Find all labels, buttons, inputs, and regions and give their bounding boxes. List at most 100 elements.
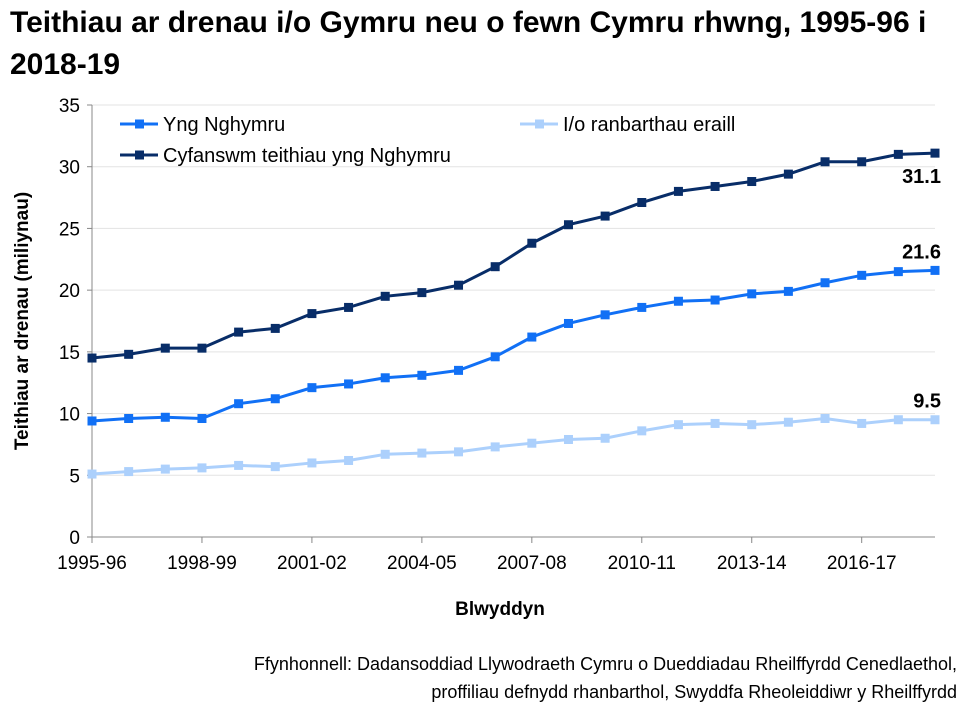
series-line — [91, 268, 936, 423]
data-point — [600, 211, 610, 221]
data-point — [527, 332, 537, 342]
data-point — [234, 327, 244, 337]
data-point — [747, 420, 757, 430]
x-tick-label: 2010-11 — [608, 553, 676, 574]
data-point — [783, 169, 793, 179]
y-tick-label: 5 — [69, 466, 80, 487]
data-point — [930, 265, 940, 275]
data-point — [344, 379, 354, 389]
data-point — [234, 460, 244, 470]
data-point — [344, 302, 354, 312]
x-axis-title: Blwyddyn — [455, 599, 545, 620]
y-tick-label: 0 — [69, 528, 80, 549]
legend-marker — [135, 119, 144, 129]
x-tick-label: 2001-02 — [277, 553, 347, 574]
legend-marker — [535, 119, 544, 129]
source-line-2: proffiliau defnydd rhanbarthol, Swyddfa … — [431, 682, 957, 702]
data-point — [857, 270, 867, 280]
data-point — [563, 318, 573, 328]
data-point — [87, 416, 97, 426]
data-point — [344, 455, 354, 465]
x-tick-label: 2004-05 — [387, 553, 457, 574]
data-point — [417, 448, 427, 458]
x-tick-label: 1998-99 — [167, 553, 237, 574]
data-point — [600, 310, 610, 320]
x-tick-label: 1995-96 — [57, 553, 127, 574]
data-point — [747, 289, 757, 299]
data-point — [160, 412, 170, 422]
x-tick-label: 2007-08 — [497, 553, 567, 574]
data-point — [637, 198, 647, 208]
series-line — [91, 416, 935, 476]
data-point — [454, 280, 464, 290]
data-point — [417, 288, 427, 298]
data-point — [490, 442, 500, 452]
data-point — [893, 149, 903, 159]
data-point — [160, 343, 170, 353]
data-label: 9.5 — [913, 391, 941, 413]
data-point — [600, 433, 610, 443]
y-axis-title: Teithiau ar drenau (miliynau) — [12, 192, 33, 450]
data-point — [710, 181, 720, 191]
data-point — [380, 373, 390, 383]
data-point — [747, 177, 757, 187]
data-point — [857, 418, 867, 428]
data-point — [563, 434, 573, 444]
legend-label: Cyfanswm teithiau yng Nghymru — [163, 145, 451, 167]
data-point — [637, 302, 647, 312]
data-point — [820, 157, 830, 167]
data-point — [380, 291, 390, 301]
y-tick-label: 35 — [59, 96, 80, 117]
data-point — [307, 383, 317, 393]
series-line — [91, 151, 936, 360]
data-point — [124, 467, 134, 477]
legend-label: Yng Nghymru — [163, 114, 285, 136]
data-point — [307, 458, 317, 468]
x-tick-label: 2016-17 — [827, 553, 897, 574]
data-label: 31.1 — [902, 166, 941, 188]
data-point — [124, 414, 134, 424]
data-point — [490, 352, 500, 362]
legend-label: I/o ranbarthau eraill — [563, 114, 735, 136]
y-tick-label: 15 — [59, 343, 80, 364]
chart-title: Teithiau ar drenau i/o Gymru neu o fewn … — [10, 6, 927, 81]
data-point — [87, 469, 97, 479]
data-point — [270, 394, 280, 404]
data-point — [893, 415, 903, 425]
data-point — [637, 426, 647, 436]
data-point — [527, 238, 537, 248]
data-point — [820, 278, 830, 288]
data-point — [673, 420, 683, 430]
data-label: 21.6 — [902, 241, 941, 263]
data-point — [930, 148, 940, 158]
data-point — [783, 286, 793, 296]
data-point — [124, 349, 134, 359]
data-point — [783, 417, 793, 427]
data-point — [563, 220, 573, 230]
data-point — [710, 295, 720, 305]
data-point — [307, 309, 317, 319]
data-point — [454, 365, 464, 375]
data-point — [197, 463, 207, 473]
data-point — [197, 414, 207, 424]
data-point — [270, 462, 280, 472]
data-point — [454, 447, 464, 457]
data-point — [527, 438, 537, 448]
data-point — [893, 267, 903, 277]
data-point — [417, 370, 427, 380]
data-point — [857, 157, 867, 167]
data-point — [930, 415, 940, 425]
y-tick-label: 30 — [59, 158, 80, 179]
data-point — [197, 343, 207, 353]
legend-marker — [135, 150, 144, 160]
data-point — [234, 399, 244, 409]
y-tick-label: 20 — [59, 281, 80, 302]
data-point — [710, 418, 720, 428]
data-point — [820, 414, 830, 424]
source-note: Ffynhonnell: Dadansoddiad Llywodraeth Cy… — [254, 650, 957, 706]
data-point — [673, 296, 683, 306]
data-point — [380, 449, 390, 459]
data-point — [160, 464, 170, 474]
source-line-1: Ffynhonnell: Dadansoddiad Llywodraeth Cy… — [253, 654, 957, 674]
y-tick-label: 10 — [59, 405, 80, 426]
